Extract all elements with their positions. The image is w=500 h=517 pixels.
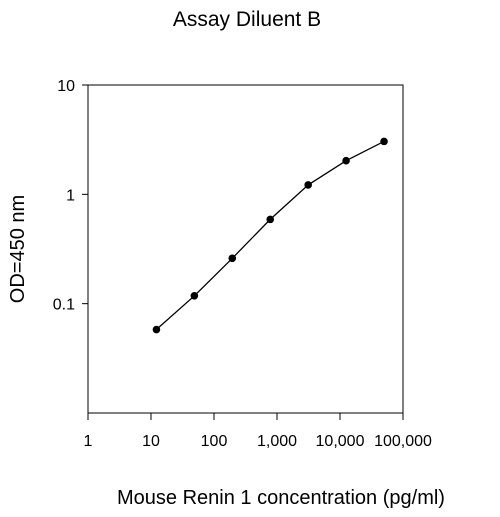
- y-axis-label: OD=450 nm: [7, 195, 29, 303]
- x-tick-label: 100,000: [374, 433, 432, 450]
- x-axis-ticks: 1 10 100 1,000 10,000 100,000: [84, 413, 432, 450]
- plot-frame: [87, 84, 404, 414]
- y-tick-label: 1: [66, 187, 75, 204]
- x-tick-label: 100: [201, 433, 228, 450]
- series-line: [155, 140, 385, 330]
- data-point: [228, 254, 237, 263]
- data-point: [190, 292, 199, 300]
- x-tick-label: 10,000: [316, 433, 365, 450]
- y-axis-ticks: 0.1 1 10: [53, 78, 88, 314]
- data-point: [342, 156, 350, 165]
- plot-area: 0.1 1 10 1 10 100 1,000 10,000 100,000: [53, 78, 432, 450]
- x-axis-label: Mouse Renin 1 concentration (pg/ml): [117, 487, 445, 509]
- x-tick-label: 10: [142, 433, 160, 450]
- x-tick-label: 1: [84, 433, 93, 450]
- data-point: [152, 325, 161, 334]
- x-tick-label: 1,000: [257, 433, 297, 450]
- data-point: [380, 137, 388, 146]
- chart-title: Assay Diluent B: [173, 8, 321, 31]
- data-point: [304, 181, 312, 189]
- y-tick-label: 10: [57, 78, 75, 95]
- data-series: [152, 137, 388, 334]
- data-point: [266, 215, 275, 224]
- y-tick-label: 0.1: [53, 297, 75, 314]
